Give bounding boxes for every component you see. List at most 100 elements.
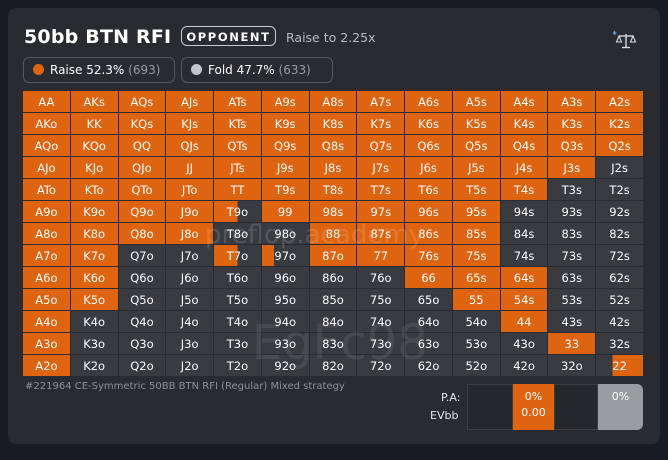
hand-cell[interactable]: 53o — [452, 333, 500, 354]
hand-cell[interactable]: T2s — [596, 179, 643, 200]
hand-cell[interactable]: 75s — [452, 245, 500, 266]
hand-cell[interactable]: QJs — [166, 135, 214, 156]
hand-cell[interactable]: AKo — [23, 113, 70, 134]
hand-cell[interactable]: J2s — [596, 157, 643, 178]
hand-cell[interactable]: 92s — [596, 201, 643, 222]
hand-cell[interactable]: J7o — [166, 245, 214, 266]
hand-cell[interactable]: KK — [70, 113, 118, 134]
hand-cell[interactable]: 72o — [357, 355, 405, 376]
hand-cell[interactable]: 63o — [405, 333, 452, 354]
hand-cell[interactable]: J4s — [500, 157, 548, 178]
hand-cell[interactable]: 62s — [596, 267, 643, 288]
hand-cell[interactable]: 32o — [548, 355, 596, 376]
hand-cell[interactable]: T7s — [357, 179, 405, 200]
hand-cell[interactable]: KQs — [118, 113, 166, 134]
hand-cell[interactable]: K3s — [548, 113, 596, 134]
hand-cell[interactable]: 95s — [452, 201, 500, 222]
hand-cell[interactable]: 95o — [261, 289, 309, 310]
hand-cell[interactable]: 87o — [309, 245, 357, 266]
hand-cell[interactable]: AJo — [23, 157, 70, 178]
hand-cell[interactable]: T8o — [214, 223, 261, 244]
hand-cell[interactable]: A9s — [261, 91, 309, 112]
hand-cell[interactable]: 76o — [357, 267, 405, 288]
hand-cell[interactable]: 92o — [261, 355, 309, 376]
hand-cell[interactable]: Q6s — [405, 135, 452, 156]
fold-legend-chip[interactable]: Fold 47.7% (633) — [181, 57, 333, 83]
hand-cell[interactable]: T4s — [500, 179, 548, 200]
hand-cell[interactable]: 43s — [548, 311, 596, 332]
hand-cell[interactable]: A5o — [23, 289, 70, 310]
hand-cell[interactable]: K2o — [70, 355, 118, 376]
hand-cell[interactable]: J3s — [548, 157, 596, 178]
hand-cell[interactable]: T8s — [309, 179, 357, 200]
hand-cell[interactable]: 33 — [548, 333, 596, 354]
hand-cell[interactable]: 74s — [500, 245, 548, 266]
hand-cell[interactable]: KTo — [70, 179, 118, 200]
hand-cell[interactable]: J9o — [166, 201, 214, 222]
hand-cell[interactable]: A6o — [23, 267, 70, 288]
hand-cell[interactable]: K6o — [70, 267, 118, 288]
hand-cell[interactable]: Q9s — [261, 135, 309, 156]
hand-cell[interactable]: T3o — [214, 333, 261, 354]
hand-cell[interactable]: QQ — [118, 135, 166, 156]
hand-cell[interactable]: 73o — [357, 333, 405, 354]
hand-cell[interactable]: Q5s — [452, 135, 500, 156]
hand-cell[interactable]: A7o — [23, 245, 70, 266]
hand-cell[interactable]: J8s — [309, 157, 357, 178]
hand-cell[interactable]: 22 — [596, 355, 643, 376]
hand-cell[interactable]: QJo — [118, 157, 166, 178]
compare-scale-icon[interactable] — [613, 30, 639, 50]
hand-cell[interactable]: 65s — [452, 267, 500, 288]
hand-cell[interactable]: 96o — [261, 267, 309, 288]
hand-cell[interactable]: AQo — [23, 135, 70, 156]
hand-cell[interactable]: 85o — [309, 289, 357, 310]
hand-cell[interactable]: J2o — [166, 355, 214, 376]
hand-cell[interactable]: K5s — [452, 113, 500, 134]
hand-cell[interactable]: AJs — [166, 91, 214, 112]
hand-cell[interactable]: Q6o — [118, 267, 166, 288]
hand-cell[interactable]: KJs — [166, 113, 214, 134]
hand-cell[interactable]: AKs — [70, 91, 118, 112]
hand-cell[interactable]: 63s — [548, 267, 596, 288]
hand-cell[interactable]: AA — [23, 91, 70, 112]
hand-cell[interactable]: J9s — [261, 157, 309, 178]
hand-cell[interactable]: T9s — [261, 179, 309, 200]
hand-cell[interactable]: KJo — [70, 157, 118, 178]
hand-cell[interactable]: K7o — [70, 245, 118, 266]
hand-cell[interactable]: A3o — [23, 333, 70, 354]
hand-cell[interactable]: 65o — [405, 289, 452, 310]
hand-cell[interactable]: 97s — [357, 201, 405, 222]
hand-cell[interactable]: A3s — [548, 91, 596, 112]
hand-cell[interactable]: T5o — [214, 289, 261, 310]
hand-cell[interactable]: Q3s — [548, 135, 596, 156]
hand-cell[interactable]: J6s — [405, 157, 452, 178]
hand-cell[interactable]: 64s — [500, 267, 548, 288]
hand-cell[interactable]: K8o — [70, 223, 118, 244]
hand-cell[interactable]: J3o — [166, 333, 214, 354]
hand-cell[interactable]: ATo — [23, 179, 70, 200]
hand-cell[interactable]: Q7s — [357, 135, 405, 156]
hand-cell[interactable]: 96s — [405, 201, 452, 222]
hand-cell[interactable]: 72s — [596, 245, 643, 266]
hand-cell[interactable]: KTs — [214, 113, 261, 134]
hand-cell[interactable]: Q2s — [596, 135, 643, 156]
hand-cell[interactable]: 94o — [261, 311, 309, 332]
hand-cell[interactable]: K4s — [500, 113, 548, 134]
hand-cell[interactable]: 86o — [309, 267, 357, 288]
hand-cell[interactable]: 64o — [405, 311, 452, 332]
hand-cell[interactable]: J4o — [166, 311, 214, 332]
hand-cell[interactable]: J5o — [166, 289, 214, 310]
hand-cell[interactable]: T6o — [214, 267, 261, 288]
hand-cell[interactable]: J6o — [166, 267, 214, 288]
hand-cell[interactable]: 83o — [309, 333, 357, 354]
hand-cell[interactable]: 86s — [405, 223, 452, 244]
hand-cell[interactable]: J8o — [166, 223, 214, 244]
hand-cell[interactable]: 82s — [596, 223, 643, 244]
hand-cell[interactable]: A8s — [309, 91, 357, 112]
hand-cell[interactable]: A9o — [23, 201, 70, 222]
raise-legend-chip[interactable]: Raise 52.3% (693) — [23, 57, 175, 83]
hand-cell[interactable]: 73s — [548, 245, 596, 266]
hand-cell[interactable]: A6s — [405, 91, 452, 112]
hand-cell[interactable]: 84o — [309, 311, 357, 332]
hand-cell[interactable]: Q8s — [309, 135, 357, 156]
